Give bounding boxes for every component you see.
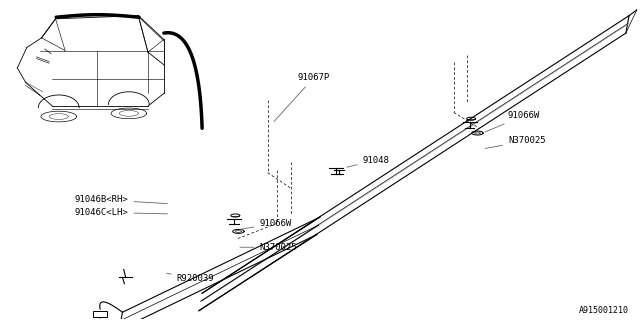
Text: N370025: N370025 bbox=[240, 243, 297, 252]
Text: R920039: R920039 bbox=[166, 273, 214, 284]
Text: 91046B<RH>: 91046B<RH> bbox=[75, 195, 168, 204]
Text: 91066W: 91066W bbox=[485, 111, 540, 132]
Text: N370025: N370025 bbox=[485, 136, 546, 148]
Text: 91048: 91048 bbox=[347, 156, 390, 167]
Text: A915001210: A915001210 bbox=[579, 306, 629, 315]
Text: 91046C<LH>: 91046C<LH> bbox=[75, 208, 168, 217]
Text: 91067P: 91067P bbox=[274, 73, 330, 122]
Bar bbox=[93, 311, 107, 317]
Text: 91066W: 91066W bbox=[240, 219, 292, 229]
